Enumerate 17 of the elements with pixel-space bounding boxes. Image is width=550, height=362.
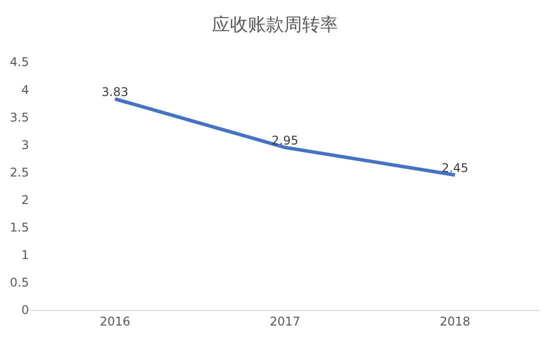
y-tick-label: 2 xyxy=(21,192,29,207)
y-tick-label: 2.5 xyxy=(10,165,29,180)
x-tick-label: 2017 xyxy=(270,314,300,328)
y-tick-label: 1 xyxy=(21,248,29,262)
y-tick-label: 3 xyxy=(21,138,29,152)
y-tick-label: 0 xyxy=(21,303,29,318)
data-label: 2.95 xyxy=(272,133,298,148)
y-tick-label: 4.5 xyxy=(10,55,29,70)
data-label: 3.83 xyxy=(102,84,128,99)
x-tick-label: 2016 xyxy=(100,314,130,328)
chart-title: 应收账款周转率 xyxy=(212,14,338,36)
data-label: 2.45 xyxy=(442,160,468,175)
x-tick-label: 2018 xyxy=(440,314,470,328)
y-tick-label: 1.5 xyxy=(10,220,29,235)
y-tick-label: 3.5 xyxy=(10,110,29,124)
y-tick-label: 4 xyxy=(21,82,29,97)
y-tick-label: 0.5 xyxy=(10,276,29,290)
